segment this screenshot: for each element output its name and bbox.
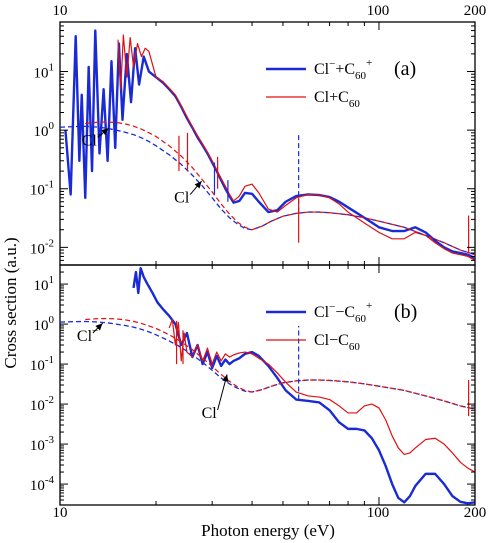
panel-b-plot-area — [60, 266, 475, 505]
panel-a-annotation-1: Cl — [174, 190, 190, 207]
panel-a-annotation-arrowhead-1 — [194, 181, 202, 189]
panel-a-ytick-label-1: 10-1 — [30, 179, 54, 199]
panel-b-ytick-label-1: 10-3 — [30, 434, 55, 454]
panel-b-ytick-label-5: 101 — [34, 274, 55, 294]
series-layer — [60, 29, 475, 505]
panel-b-legend-entry-0: Cl−−C60+ — [314, 300, 372, 325]
top-tick-label-10: 10 — [53, 3, 68, 19]
panel-b-annotation-arrowhead-1 — [222, 374, 229, 383]
panel-b-ytick-label-4: 100 — [34, 314, 55, 334]
panel-b-legend-entry-1: Cl−C60 — [314, 332, 360, 353]
panel-b-ytick-label-3: 10-1 — [30, 354, 54, 374]
text-layer: 10-2 10-1 100 101 (a) Cl−+C60+ Cl+C60 Cl− Cl 10-4… — [30, 57, 418, 494]
ticks-layer — [59, 21, 476, 506]
panel-a-ytick-label-0: 10-2 — [30, 237, 54, 257]
panel-a-ytick-label-3: 101 — [34, 62, 55, 82]
panel-b-ytick-label-2: 10-2 — [30, 394, 54, 414]
bottom-tick-label-10: 10 — [53, 505, 68, 521]
x-axis-title: Photon energy (eV) — [201, 521, 335, 540]
panel-a-plot-area — [60, 29, 475, 261]
top-tick-label-200: 200 — [464, 3, 487, 19]
panel-a-label: (a) — [394, 58, 416, 80]
panel-b-label: (b) — [394, 301, 417, 323]
panel-a-legend-entry-1: Cl+C60 — [314, 89, 360, 110]
bottom-tick-label-100: 100 — [367, 505, 390, 521]
top-tick-label-100: 100 — [367, 3, 390, 19]
panel-b-annotation-0: Cl− — [77, 325, 98, 345]
panel-b-series-3-line — [85, 317, 475, 410]
panel-a-series-1-line — [117, 34, 475, 261]
panel-b-ytick-label-0: 10-4 — [30, 474, 55, 494]
panel-a-ytick-label-2: 100 — [34, 120, 55, 140]
panel-b-annotation-1: Cl — [202, 405, 218, 422]
panel-a-series-3-line — [85, 121, 475, 256]
bottom-tick-label-200: 200 — [464, 505, 487, 521]
panel-a-legend-entry-0: Cl−+C60+ — [314, 57, 372, 82]
panel-b-series-1-line — [168, 318, 475, 473]
y-axis-title: Cross section (a.u.) — [1, 237, 20, 368]
panel-a-annotation-arrowhead-0 — [101, 128, 109, 136]
panel-b-annotation-arrowhead-0 — [95, 323, 103, 331]
panel-a-series-2-line — [60, 125, 475, 256]
panel-b-series-0-line — [132, 266, 475, 505]
